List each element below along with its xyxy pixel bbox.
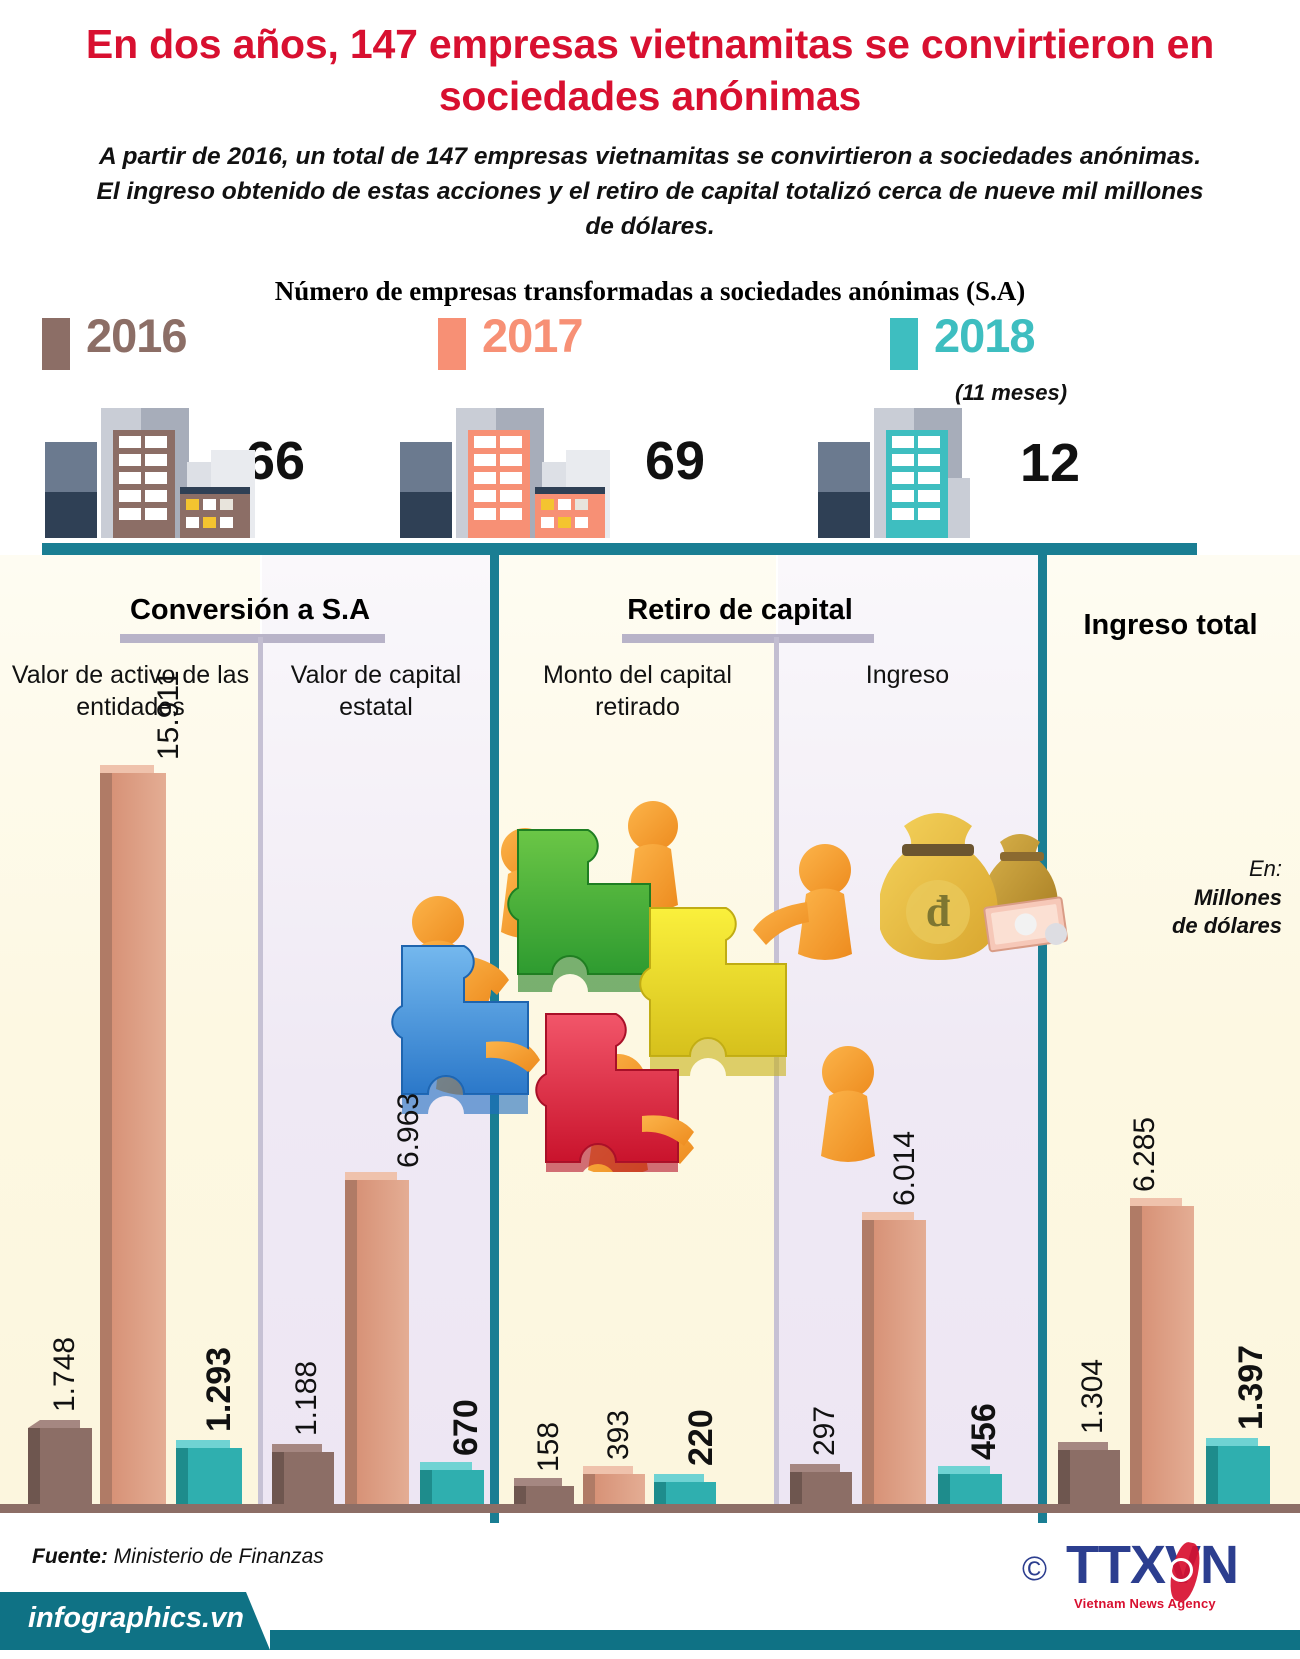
footer-bar [270, 1630, 1300, 1650]
barvalue-2018-activo: 1.293 [200, 1346, 238, 1432]
units-prefix: En: [1248, 856, 1282, 881]
money-bag-icon: đ [878, 790, 1070, 970]
teamwork-puzzle-illustration [378, 742, 888, 1182]
buildings-icon-2016 [45, 398, 260, 538]
ttxvn-ring-icon [1169, 1558, 1193, 1582]
barvalue-2017-ingreso: 6.014 [888, 1130, 921, 1206]
bar-2016-capital-retirado [514, 1478, 574, 1504]
barvalue-2016-capital-retirado: 158 [532, 1421, 565, 1472]
section-title-retiro: Retiro de capital [627, 594, 853, 626]
bar-2016-ingreso-total [1058, 1442, 1120, 1504]
count-2017: 69 [645, 431, 706, 491]
bar-2016-capital-estatal [272, 1444, 334, 1504]
section-stem-conversion [258, 637, 263, 759]
agency-name: Vietnam News Agency [1074, 1596, 1216, 1611]
bar-2018-ingreso-total [1206, 1438, 1270, 1504]
legend-note-2018: (11 meses) [955, 380, 1068, 405]
dong-symbol: đ [926, 887, 950, 936]
page-title: En dos años, 147 empresas vietnamitas se… [85, 21, 1215, 120]
barvalue-2017-activo: 15.911 [152, 670, 185, 760]
bar-2017-activo [100, 765, 166, 1504]
barvalue-2016-activo: 1.748 [48, 1336, 81, 1412]
units-note: En: Millones de dólares [1112, 855, 1282, 941]
section-stem-retiro [774, 637, 779, 759]
barvalue-2018-capital-estatal: 670 [447, 1399, 485, 1456]
barvalue-2017-capital-estatal: 6.963 [392, 1092, 425, 1168]
legend-year-2017: 2017 [482, 309, 584, 362]
column-label-activo: Valor de activo de las entidades [11, 661, 250, 721]
count-2016: 66 [245, 431, 306, 491]
bar-2018-capital-retirado [654, 1474, 716, 1504]
legend-swatch-2018 [890, 318, 918, 370]
barvalue-2016-capital-estatal: 1.188 [290, 1360, 323, 1436]
section-title-ingreso-total: Ingreso total [1083, 609, 1258, 641]
barvalue-2018-ingreso: 456 [965, 1403, 1003, 1460]
bar-2017-capital-retirado [583, 1466, 645, 1504]
chart-heading: Número de empresas transformadas a socie… [274, 276, 1026, 306]
source-value: Ministerio de Finanzas [107, 1545, 324, 1568]
bar-2016-activo [28, 1420, 92, 1504]
barvalue-2016-ingreso: 297 [808, 1405, 841, 1456]
bar-2017-ingreso-total [1130, 1198, 1194, 1504]
page-subtitle: A partir de 2016, un total de 147 empres… [96, 143, 1204, 240]
barvalue-2018-capital-retirado: 220 [682, 1409, 720, 1466]
bar-2017-capital-estatal [345, 1172, 409, 1504]
units-line1: Millones [1193, 884, 1282, 910]
section-top-rule [42, 543, 1197, 555]
source-line: Fuente: Ministerio de Finanzas [32, 1545, 324, 1569]
column-separator-2 [774, 700, 779, 1510]
bar-2018-ingreso [938, 1466, 1002, 1504]
section-divider-2 [1038, 548, 1047, 1523]
barvalue-2018-ingreso-total: 1.397 [1232, 1344, 1270, 1430]
copyright-icon: © [1022, 1550, 1048, 1588]
barvalue-2017-capital-retirado: 393 [602, 1409, 635, 1460]
column-label-capital-retirado: Monto del capital retirado [542, 661, 732, 721]
units-line2: de dólares [1171, 913, 1282, 939]
legend-year-2018: 2018 [934, 309, 1036, 362]
ttxvn-logo: © TTXVN Vietnam News Agency [1022, 1528, 1272, 1620]
legend-year-2016: 2016 [86, 309, 188, 362]
site-ribbon [0, 1592, 270, 1650]
section-title-conversion: Conversión a S.A [129, 594, 371, 626]
legend-swatch-2016 [42, 318, 70, 370]
bar-2018-capital-estatal [420, 1462, 484, 1504]
bar-2016-ingreso [790, 1464, 852, 1504]
section-underline-conversion [120, 634, 385, 643]
source-label: Fuente: [32, 1545, 108, 1568]
buildings-icon-2017 [400, 398, 615, 538]
section-underline-retiro [622, 634, 874, 643]
buildings-icon-2018 [818, 398, 1033, 538]
ttxvn-wordmark: TTXVN [1066, 1535, 1239, 1595]
barvalue-2017-ingreso-total: 6.285 [1128, 1116, 1161, 1192]
count-2018: 12 [1020, 433, 1081, 493]
bar-2017-ingreso [862, 1212, 926, 1504]
column-label-capital-estatal: Valor de capital estatal [290, 661, 462, 721]
legend-swatch-2017 [438, 318, 466, 370]
column-separator-1 [258, 700, 263, 1510]
bar-2018-activo [176, 1440, 242, 1504]
site-url[interactable]: infographics.vn [28, 1602, 244, 1634]
chart-baseline [0, 1504, 1300, 1513]
column-label-ingreso: Ingreso [865, 661, 950, 689]
barvalue-2016-ingreso-total: 1.304 [1076, 1358, 1109, 1434]
